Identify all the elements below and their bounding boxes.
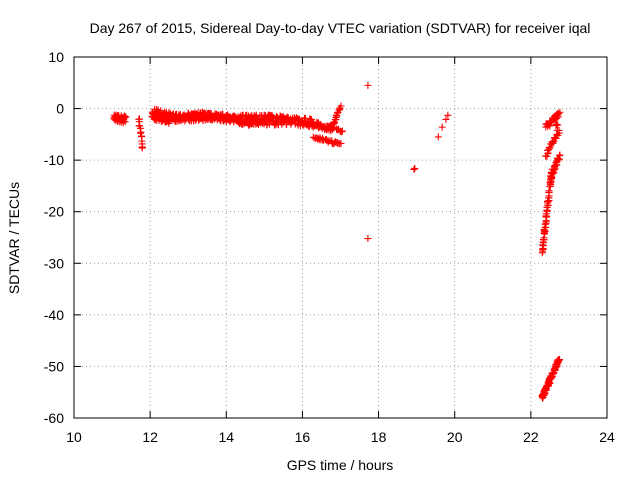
data-point xyxy=(307,116,315,124)
y-tick-label: -40 xyxy=(44,307,64,323)
x-tick-label: 12 xyxy=(142,429,158,445)
y-tick-label: -50 xyxy=(44,358,64,374)
data-point xyxy=(555,110,563,118)
data-point xyxy=(553,114,561,122)
chart-title: Day 267 of 2015, Sidereal Day-to-day VTE… xyxy=(90,20,591,36)
y-tick-label: 10 xyxy=(48,49,64,65)
y-axis-label: SDTVAR / TECUs xyxy=(6,182,22,294)
data-point xyxy=(138,144,146,152)
data-point xyxy=(306,115,314,123)
data-point xyxy=(550,166,558,174)
data-point xyxy=(438,123,446,131)
data-point xyxy=(122,113,130,121)
data-point xyxy=(337,139,345,147)
x-tick-label: 24 xyxy=(599,429,615,445)
data-point xyxy=(364,81,372,89)
data-point xyxy=(152,108,160,116)
data-point xyxy=(337,102,345,110)
y-tick-label: -10 xyxy=(44,152,64,168)
data-point xyxy=(411,164,419,172)
data-point xyxy=(540,227,548,235)
data-point xyxy=(544,149,552,157)
data-point xyxy=(434,133,442,141)
data-point xyxy=(338,128,346,136)
data-point xyxy=(331,119,339,127)
data-point xyxy=(555,357,563,365)
data-point xyxy=(338,127,346,135)
data-point xyxy=(442,115,450,123)
data-point xyxy=(540,236,548,244)
x-tick-label: 18 xyxy=(371,429,387,445)
data-point xyxy=(136,129,144,137)
data-point xyxy=(556,355,564,363)
data-point xyxy=(364,235,372,243)
y-tick-label: -30 xyxy=(44,255,64,271)
data-point xyxy=(444,111,452,119)
data-point xyxy=(556,108,564,116)
x-tick-label: 20 xyxy=(447,429,463,445)
x-tick-label: 10 xyxy=(66,429,82,445)
data-point xyxy=(555,129,563,137)
data-point xyxy=(556,151,564,159)
axis-ticks: 10 12 14 16 18 20 22 24 10 0 -10 -20 -30 -40 -50 -60 xyxy=(44,49,615,445)
x-axis-label: GPS time / hours xyxy=(287,457,394,473)
data-point xyxy=(121,118,129,126)
y-tick-label: -20 xyxy=(44,204,64,220)
x-tick-label: 14 xyxy=(218,429,234,445)
y-tick-label: -60 xyxy=(44,410,64,426)
y-tick-label: 0 xyxy=(56,101,64,117)
x-tick-label: 16 xyxy=(295,429,311,445)
data-point xyxy=(554,113,562,121)
data-point xyxy=(545,188,553,196)
plot-frame xyxy=(73,56,608,419)
data-point xyxy=(546,144,554,152)
data-points xyxy=(110,81,564,402)
data-point xyxy=(410,165,418,173)
data-point xyxy=(545,143,553,151)
x-tick-label: 22 xyxy=(523,429,539,445)
